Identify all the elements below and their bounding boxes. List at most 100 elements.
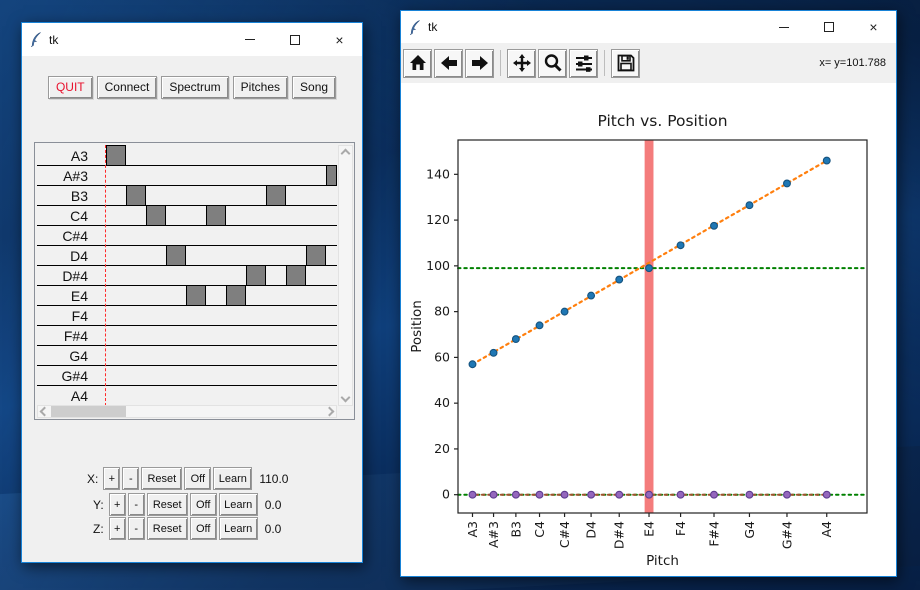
scroll-down-icon[interactable] <box>340 392 351 403</box>
chart-canvas[interactable]: 0 20 40 60 80 100 120 140 A3 A#3 B3 C4 C#4 D4 D#4 E4 F4 F… <box>401 83 896 576</box>
scrollbar-thumb[interactable] <box>51 406 126 417</box>
pitch-row-line <box>37 325 337 326</box>
pitch-row-line <box>37 265 337 266</box>
zero-baseline-point-C4 <box>535 490 544 499</box>
measured-position-point-E4 <box>645 264 653 273</box>
pitch-row-label: F4 <box>71 308 88 324</box>
y-learn-button[interactable]: Learn <box>218 493 258 516</box>
note-block-E4[interactable] <box>226 285 246 306</box>
pan-icon <box>512 54 531 72</box>
connect-button[interactable]: Connect <box>96 76 158 99</box>
axis-value: 0.0 <box>264 497 282 512</box>
measured-position-point-F4 <box>676 241 685 250</box>
y-tick-label: 40 <box>434 395 450 410</box>
note-block-A3[interactable] <box>106 145 126 166</box>
x-tick-label: F#4 <box>707 521 722 547</box>
maximize-button[interactable] <box>806 11 851 43</box>
home-button[interactable] <box>403 48 432 78</box>
forward-button[interactable] <box>465 48 494 78</box>
pitch-row-label: D#4 <box>62 268 88 284</box>
maximize-button[interactable] <box>272 23 317 56</box>
y-+-button[interactable]: + <box>108 493 126 516</box>
x-tick-label: G#4 <box>779 521 794 549</box>
back-button[interactable] <box>434 48 463 78</box>
scroll-up-icon[interactable] <box>340 148 351 159</box>
y-off-button[interactable]: Off <box>189 493 217 516</box>
x-axis-label: Pitch <box>646 553 679 569</box>
cursor-coords-readout: x= y=101.788 <box>819 57 886 69</box>
z-learn-button[interactable]: Learn <box>218 517 258 540</box>
z---button[interactable]: - <box>127 517 145 540</box>
pitch-row-label: A#3 <box>63 168 88 184</box>
minimize-button[interactable] <box>761 11 806 43</box>
song-button[interactable]: Song <box>292 76 337 99</box>
right-titlebar[interactable]: tk × <box>401 11 896 43</box>
close-icon: × <box>335 31 344 48</box>
save-button[interactable] <box>611 48 640 78</box>
trend-line <box>471 159 828 366</box>
x-learn-button[interactable]: Learn <box>213 467 253 490</box>
pitch-row-line <box>37 365 337 366</box>
tk-feather-icon <box>410 19 420 35</box>
y-tick-label: 100 <box>426 258 450 273</box>
pitch-row-label: B3 <box>70 188 88 204</box>
zoom-button[interactable] <box>538 48 567 78</box>
zero-baseline-point-A4 <box>822 490 831 499</box>
tk-feather-icon <box>31 32 41 47</box>
z-+-button[interactable]: + <box>108 517 126 540</box>
scroll-left-icon[interactable] <box>39 406 50 417</box>
y-tick-label: 80 <box>434 304 450 319</box>
note-block-Ds4[interactable] <box>286 265 306 286</box>
y-reset-button[interactable]: Reset <box>146 493 188 516</box>
note-block-As3[interactable] <box>326 165 337 186</box>
x-tick-label: D#4 <box>612 521 627 549</box>
pitches-button[interactable]: Pitches <box>232 76 289 99</box>
z-off-button[interactable]: Off <box>189 517 217 540</box>
pitch-row-line <box>37 205 337 206</box>
z-reset-button[interactable]: Reset <box>146 517 188 540</box>
zero-baseline-point-B3 <box>511 490 520 499</box>
pitch-row-label: C#4 <box>62 228 88 244</box>
piano-roll-grid[interactable]: A3 A#3 B3 C4 C#4 D4 D#4 E4 F4 F#4 G4 G#4 A4 <box>37 143 337 406</box>
scroll-right-icon[interactable] <box>324 406 335 417</box>
minimize-button[interactable] <box>227 23 272 56</box>
minimize-icon <box>778 26 789 28</box>
left-titlebar[interactable]: tk × <box>22 23 362 56</box>
toolbar-separator <box>604 50 605 76</box>
minimize-icon <box>244 39 255 40</box>
note-block-B3[interactable] <box>126 185 146 206</box>
x---button[interactable]: - <box>122 467 140 490</box>
zero-baseline-point-Fs4 <box>710 490 718 499</box>
save-icon <box>617 54 634 72</box>
spectrum-button[interactable]: Spectrum <box>161 76 229 99</box>
note-block-C4[interactable] <box>206 205 226 226</box>
toolbar-separator <box>500 50 501 76</box>
note-block-E4[interactable] <box>186 285 206 306</box>
note-block-D4[interactable] <box>166 245 186 266</box>
vertical-scrollbar[interactable] <box>338 145 353 406</box>
axis-label: Z: <box>93 521 104 536</box>
y---button[interactable]: - <box>127 493 145 516</box>
x-reset-button[interactable]: Reset <box>141 467 183 490</box>
note-block-Ds4[interactable] <box>246 265 266 286</box>
close-button[interactable]: × <box>851 11 896 43</box>
x-tick-label: C4 <box>532 521 547 538</box>
x-off-button[interactable]: Off <box>184 467 212 490</box>
y-tick-label: 60 <box>434 349 450 364</box>
x-tick-label: E4 <box>642 521 657 537</box>
x-+-button[interactable]: + <box>103 467 121 490</box>
pitch-row-label: A4 <box>70 388 88 404</box>
pitch-row-label: G#4 <box>61 368 88 384</box>
pitch-row-line <box>37 225 337 226</box>
pan-button[interactable] <box>507 48 536 78</box>
measured-position-point-Ds4 <box>615 275 624 284</box>
close-button[interactable]: × <box>317 23 362 56</box>
pitch-row-label: C4 <box>70 208 88 224</box>
quit-button[interactable]: QUIT <box>47 76 93 99</box>
note-block-D4[interactable] <box>306 245 326 266</box>
horizontal-scrollbar[interactable] <box>37 405 337 418</box>
note-block-C4[interactable] <box>146 205 166 226</box>
note-block-B3[interactable] <box>266 185 286 206</box>
pitch-row-label: A3 <box>70 148 88 164</box>
subplots-button[interactable] <box>569 48 598 78</box>
